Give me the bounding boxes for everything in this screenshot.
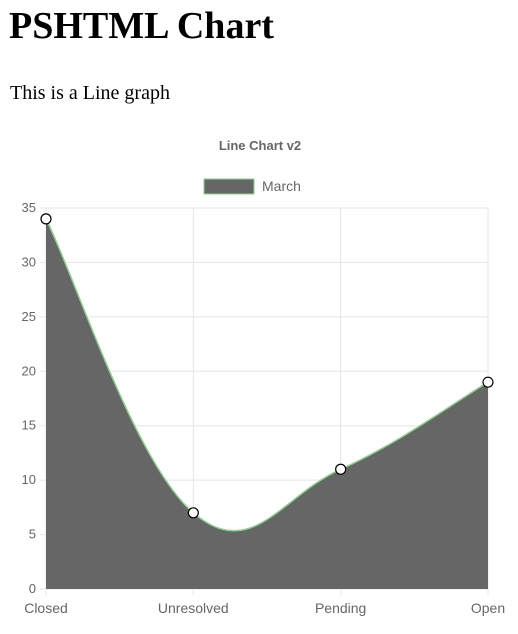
x-tick-label: Closed	[24, 600, 68, 616]
legend-label: March	[262, 178, 301, 194]
series-area	[46, 218, 488, 589]
y-tick-label: 10	[22, 472, 36, 487]
y-tick-label: 30	[22, 254, 36, 269]
data-point[interactable]	[187, 507, 199, 519]
y-axis: 0 5 10 15 20 25 30 35	[22, 200, 46, 596]
data-points	[40, 213, 494, 519]
data-point[interactable]	[335, 463, 347, 475]
chart-title: Line Chart v2	[219, 138, 301, 153]
y-tick-label: 20	[22, 363, 36, 378]
legend[interactable]: March	[203, 178, 301, 195]
x-axis: Closed Unresolved Pending Open	[24, 600, 505, 616]
y-tick-label: 35	[22, 200, 36, 215]
chart-container: Line Chart v2 March 0 5 10 15 20 25 30 35 Close…	[0, 125, 518, 629]
series-line	[45, 218, 489, 532]
page-subtitle: This is a Line graph	[10, 82, 170, 104]
y-tick-label: 15	[22, 418, 36, 433]
page-title: PSHTML Chart	[9, 5, 274, 47]
x-tick-label: Unresolved	[158, 600, 229, 616]
y-tick-label: 25	[22, 309, 36, 324]
data-point[interactable]	[482, 376, 494, 388]
x-tick-label: Open	[471, 600, 505, 616]
line-chart: Line Chart v2 March 0 5 10 15 20 25 30 35 Close…	[22, 138, 506, 616]
legend-swatch	[203, 178, 255, 195]
y-tick-label: 5	[29, 527, 36, 542]
data-point[interactable]	[40, 213, 52, 225]
x-tick-label: Pending	[315, 600, 366, 616]
y-tick-label: 0	[29, 581, 36, 596]
